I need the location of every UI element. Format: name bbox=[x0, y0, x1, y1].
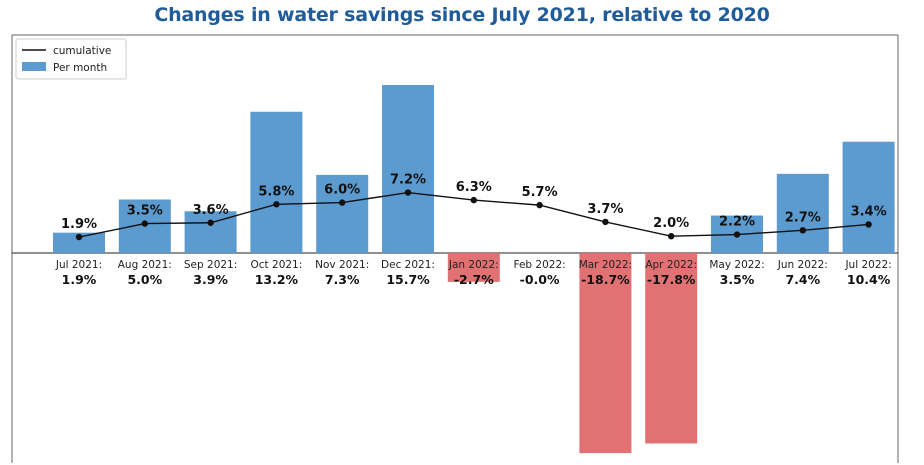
cumulative-label-6: 6.3% bbox=[456, 180, 492, 195]
bar-value-label-10: 3.5% bbox=[720, 272, 755, 287]
tick-label-1: Aug 2021: bbox=[118, 259, 172, 271]
cumulative-point-7 bbox=[536, 201, 543, 209]
cumulative-point-4 bbox=[339, 199, 346, 206]
cumulative-label-5: 7.2% bbox=[390, 173, 426, 188]
tick-label-12: Jul 2022: bbox=[844, 259, 891, 271]
cumulative-point-3 bbox=[273, 201, 280, 208]
cumulative-label-4: 6.0% bbox=[324, 183, 360, 198]
tick-label-2: Sep 2021: bbox=[184, 259, 237, 271]
cumulative-line-group: 1.9% 3.5% 3.6% 5.8% 6.0% 7.2% 6.3% 5.7% 3.7% 2.0%… bbox=[61, 173, 887, 241]
cumulative-label-11: 2.7% bbox=[785, 210, 821, 225]
bar-value-label-12: 10.4% bbox=[847, 272, 891, 287]
bar-value-label-6: -2.7% bbox=[454, 272, 494, 287]
bar-12 bbox=[842, 141, 895, 253]
bar-value-label-5: 15.7% bbox=[386, 272, 430, 287]
tick-label-5: Dec 2021: bbox=[381, 259, 435, 271]
cumulative-label-10: 2.2% bbox=[719, 215, 755, 230]
tick-label-11: Jun 2022: bbox=[777, 259, 828, 271]
bar-6 bbox=[447, 253, 500, 282]
bar-11 bbox=[776, 173, 829, 253]
bar-value-label-0: 1.9% bbox=[62, 272, 97, 287]
cumulative-label-9: 2.0% bbox=[653, 216, 689, 231]
bar-value-label-8: -18.7% bbox=[581, 272, 630, 287]
bar-9 bbox=[645, 253, 698, 444]
tick-labels-group: Jul 2021:1.9% Aug 2021:5.0% Sep 2021:3.9% O… bbox=[55, 259, 892, 287]
tick-label-8: Mar 2022: bbox=[579, 259, 632, 271]
cumulative-point-9 bbox=[668, 233, 675, 240]
tick-label-0: Jul 2021: bbox=[55, 259, 102, 271]
cumulative-point-6 bbox=[470, 196, 477, 204]
bar-value-label-9: -17.8% bbox=[647, 272, 696, 287]
bar-value-label-11: 7.4% bbox=[785, 272, 820, 287]
cumulative-label-1: 3.5% bbox=[127, 204, 163, 219]
cumulative-label-0: 1.9% bbox=[61, 217, 97, 232]
tick-label-3: Oct 2021: bbox=[251, 259, 303, 271]
bar-value-label-1: 5.0% bbox=[127, 272, 162, 287]
cumulative-point-2 bbox=[207, 219, 214, 226]
legend: cumulative Per month bbox=[15, 38, 127, 80]
tick-label-4: Nov 2021: bbox=[315, 259, 369, 271]
cumulative-point-0 bbox=[75, 233, 83, 241]
bar-0 bbox=[53, 232, 105, 253]
cumulative-point-5 bbox=[404, 189, 412, 196]
tick-label-6: Jan 2022: bbox=[448, 259, 499, 271]
cumulative-label-7: 5.7% bbox=[522, 185, 558, 200]
tick-label-7: Feb 2022: bbox=[514, 259, 566, 271]
bar-value-label-4: 7.3% bbox=[325, 272, 360, 287]
bar-4 bbox=[316, 174, 369, 253]
tick-label-9: Apr 2022: bbox=[645, 259, 697, 271]
bar-value-label-2: 3.9% bbox=[193, 272, 228, 287]
bar-8 bbox=[579, 253, 632, 454]
cumulative-label-2: 3.6% bbox=[193, 203, 229, 218]
cumulative-point-10 bbox=[733, 231, 741, 238]
cumulative-label-8: 3.7% bbox=[587, 202, 623, 217]
legend-bar-swatch bbox=[22, 62, 46, 71]
cumulative-point-12 bbox=[865, 221, 872, 228]
cumulative-label-12: 3.4% bbox=[851, 204, 887, 219]
cumulative-label-3: 5.8% bbox=[258, 184, 294, 199]
chart-title: Changes in water savings since July 2021… bbox=[154, 4, 770, 26]
legend-label-per-month: Per month bbox=[53, 62, 107, 74]
bar-5 bbox=[382, 85, 434, 253]
bar-3 bbox=[250, 111, 303, 253]
tick-label-10: May 2022: bbox=[709, 259, 764, 271]
cumulative-point-11 bbox=[799, 227, 806, 234]
cumulative-point-8 bbox=[602, 218, 609, 226]
legend-label-cumulative: cumulative bbox=[53, 45, 111, 57]
bar-value-label-3: 13.2% bbox=[255, 272, 299, 287]
cumulative-point-1 bbox=[141, 220, 148, 227]
bar-value-label-7: -0.0% bbox=[520, 272, 560, 287]
